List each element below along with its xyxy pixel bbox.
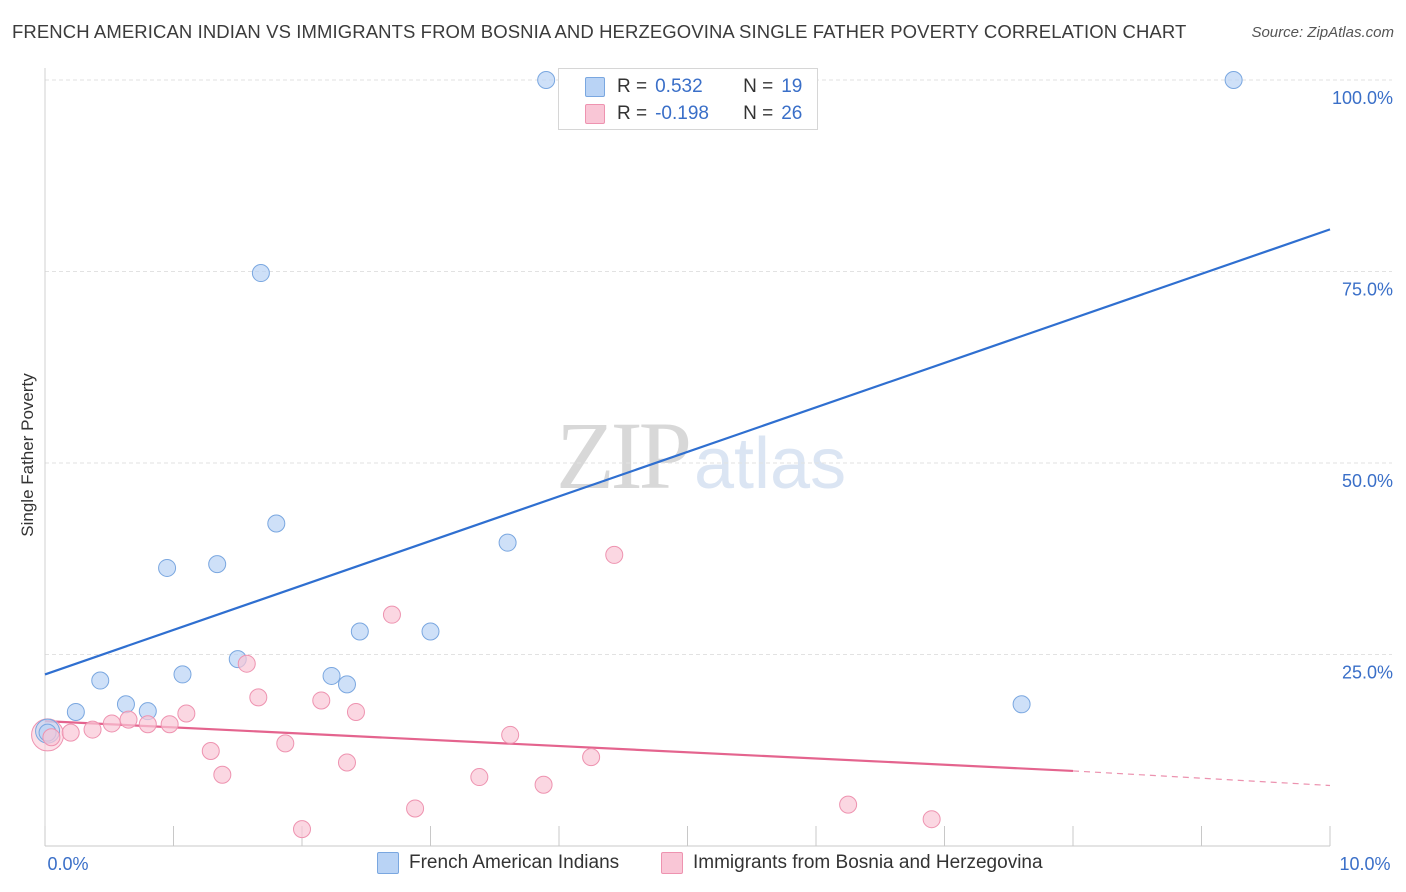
series-label-blue: French American Indians: [409, 852, 620, 873]
data-point: [470, 768, 489, 787]
data-point: [173, 665, 192, 684]
y-tick-label: 25.0%: [1342, 663, 1393, 683]
data-point: [337, 675, 356, 694]
legend-row-blue: R = 0.532 N = 19: [585, 76, 802, 98]
data-point: [61, 723, 80, 742]
data-point: [251, 264, 270, 283]
data-point: [66, 702, 85, 721]
data-point: [582, 748, 601, 767]
data-point: [346, 702, 365, 721]
data-point: [350, 622, 369, 641]
data-point: [1012, 695, 1031, 714]
data-point: [237, 654, 256, 673]
data-point: [337, 753, 356, 772]
data-point: [312, 691, 331, 710]
series-swatch-blue: [377, 852, 399, 874]
legend-r-value: 0.532: [655, 76, 703, 97]
series-label-pink: Immigrants from Bosnia and Herzegovina: [693, 852, 1043, 873]
source-label: Source: ZipAtlas.com: [1251, 24, 1394, 41]
data-point: [213, 765, 232, 784]
data-point: [177, 704, 196, 723]
data-point: [498, 533, 517, 552]
point-layer: [31, 71, 1243, 839]
legend-swatch-blue: [585, 77, 605, 97]
x-tick-label: 0.0%: [47, 854, 88, 874]
data-point: [382, 605, 401, 624]
data-point: [116, 695, 135, 714]
data-point: [201, 742, 220, 761]
legend-n-value: 26: [781, 103, 803, 124]
legend-r-value: -0.198: [655, 103, 709, 124]
data-point: [605, 545, 624, 564]
data-point: [119, 710, 138, 729]
data-point: [276, 734, 295, 753]
data-point: [501, 725, 520, 744]
data-point: [208, 555, 227, 574]
data-point: [534, 775, 553, 794]
legend-row-pink: R = -0.198 N = 26: [585, 103, 802, 125]
data-point: [158, 558, 177, 577]
legend-swatch-pink: [585, 104, 605, 124]
chart-title: FRENCH AMERICAN INDIAN VS IMMIGRANTS FRO…: [12, 21, 1187, 42]
tick-layer: 100.0% 75.0% 50.0% 25.0% 0.0% 10.0%: [47, 88, 1393, 874]
y-tick-label: 50.0%: [1342, 471, 1393, 491]
trend-line: [44, 720, 1074, 773]
x-tick-label: 10.0%: [1339, 854, 1390, 874]
trend-line: [44, 228, 1331, 676]
axis-layer: [44, 68, 1331, 847]
legend-n-label: N =: [743, 103, 774, 124]
series-legend-item-pink: Immigrants from Bosnia and Herzegovina: [661, 852, 1043, 874]
legend-n-value: 19: [781, 76, 803, 97]
correlation-legend: R = 0.532 N = 19 R = -0.198 N = 26: [558, 68, 818, 130]
data-point: [406, 799, 425, 818]
trend-layer: [44, 228, 1331, 787]
series-swatch-pink: [661, 852, 683, 874]
data-point: [160, 715, 179, 734]
data-point: [293, 820, 311, 839]
data-point: [138, 715, 157, 734]
y-tick-label: 75.0%: [1342, 280, 1393, 300]
data-point: [421, 622, 440, 641]
data-point: [1224, 71, 1243, 89]
data-point: [91, 671, 110, 690]
data-point: [922, 810, 941, 829]
legend-n-label: N =: [743, 76, 774, 97]
y-tick-label: 100.0%: [1332, 88, 1393, 108]
legend-r-label: R =: [617, 76, 648, 97]
data-point: [249, 688, 268, 707]
data-point: [537, 71, 556, 89]
data-point: [102, 714, 121, 733]
data-point: [42, 728, 61, 747]
data-point: [83, 720, 102, 739]
legend-r-label: R =: [617, 103, 648, 124]
data-point: [267, 514, 286, 533]
data-point: [839, 795, 858, 814]
series-legend-item-blue: French American Indians: [377, 852, 619, 874]
series-legend: French American Indians Immigrants from …: [0, 852, 1406, 878]
data-point: [322, 666, 341, 685]
grid-layer: [45, 79, 1392, 655]
trend-line-extension: [1072, 770, 1331, 787]
